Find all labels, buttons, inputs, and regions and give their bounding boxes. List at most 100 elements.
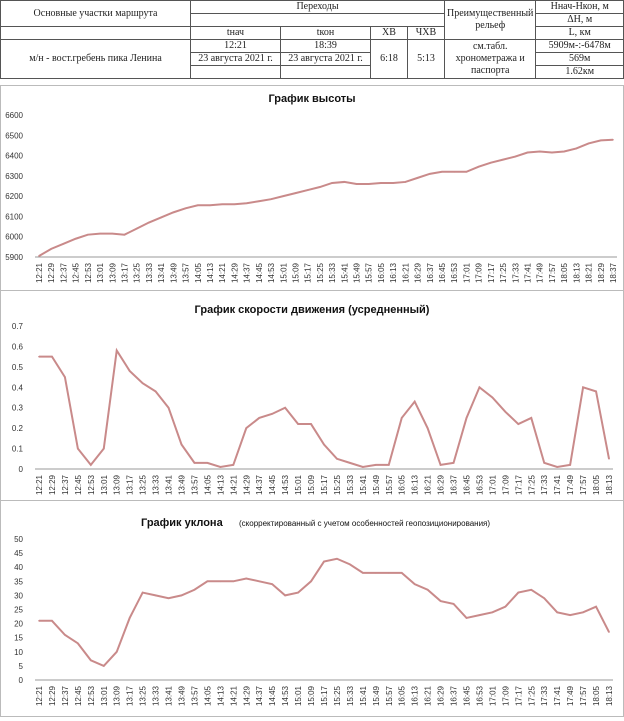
x-tick-label: 16:45 xyxy=(438,262,447,283)
data-point xyxy=(167,406,170,409)
data-point xyxy=(128,370,131,372)
x-tick-label: 14:45 xyxy=(255,262,264,283)
l-value: 1.62км xyxy=(535,65,624,79)
y-tick-label: 35 xyxy=(14,577,23,586)
x-tick-label: 17:25 xyxy=(499,262,508,283)
data-point xyxy=(206,462,209,464)
speed-chart: График скорости движения (усредненный) 0 0… xyxy=(12,304,614,495)
x-tick-label: 13:09 xyxy=(113,685,122,706)
data-point xyxy=(111,232,114,235)
data-point xyxy=(258,200,260,203)
relief-value: см.табл. хронометража и паспорта xyxy=(443,39,537,79)
x-tick-label: 14:05 xyxy=(203,474,212,495)
x-tick-label: 17:41 xyxy=(553,474,562,495)
y-tick-label: 0.2 xyxy=(12,424,24,433)
data-point xyxy=(400,417,403,419)
data-point xyxy=(538,150,541,153)
data-point xyxy=(612,138,614,141)
x-tick-label: 14:53 xyxy=(281,474,290,495)
data-point xyxy=(310,423,312,425)
x-tick-label: 13:25 xyxy=(139,474,148,495)
data-point xyxy=(569,614,571,616)
chart-title: График уклона xyxy=(141,517,224,529)
x-tick-label: 14:37 xyxy=(243,262,252,283)
data-point xyxy=(530,588,533,591)
x-tick-label: 17:33 xyxy=(511,262,520,283)
x-tick-label: 17:17 xyxy=(514,685,523,706)
data-line xyxy=(38,138,614,257)
x-tick-label: 17:25 xyxy=(527,685,536,706)
y-tick-label: 6500 xyxy=(5,131,23,140)
x-tick-label: 13:01 xyxy=(100,685,109,706)
data-point xyxy=(115,651,118,653)
x-tick-label: 16:37 xyxy=(450,685,459,706)
data-point xyxy=(62,243,65,245)
data-point xyxy=(245,202,248,205)
x-tick-label: 16:05 xyxy=(398,685,407,706)
data-point xyxy=(306,189,309,191)
data-point xyxy=(74,237,77,240)
data-point xyxy=(319,186,321,188)
speed-chart-panel: График скорости движения (усредненный) 0 0… xyxy=(0,290,624,501)
x-tick-label: 16:21 xyxy=(424,685,433,706)
x-tick-label: 18:05 xyxy=(592,685,601,706)
y-tick-label: 50 xyxy=(14,535,23,544)
chxv-value: 5:13 xyxy=(407,39,445,79)
start-date: 23 августа 2021 г. xyxy=(190,52,281,66)
data-point xyxy=(526,151,529,154)
x-tick-label: 17:17 xyxy=(514,474,523,495)
x-tick-label: 14:37 xyxy=(255,474,264,495)
altitude-chart: График высоты 5900 6000 6100 6200 6300 6400 650… xyxy=(5,93,618,283)
x-tick-label: 12:53 xyxy=(87,685,96,706)
x-tick-label: 13:57 xyxy=(190,474,199,495)
data-point xyxy=(128,617,131,619)
x-tick-label: 13:41 xyxy=(165,474,174,495)
data-point xyxy=(367,183,370,185)
data-point xyxy=(232,464,235,466)
x-tick-label: 16:45 xyxy=(463,474,472,495)
data-point xyxy=(38,355,40,358)
x-tick-label: 17:01 xyxy=(488,685,497,706)
data-point xyxy=(294,192,297,194)
data-point xyxy=(180,443,183,446)
data-point xyxy=(491,396,494,399)
y-tick-label: 0 xyxy=(19,676,24,685)
data-point xyxy=(64,376,66,378)
h-value: 5909м-:-6478м xyxy=(535,39,624,53)
x-tick-label: 16:53 xyxy=(475,685,484,706)
x-tick-label: 18:13 xyxy=(605,474,614,495)
x-tick-label: 14:53 xyxy=(281,685,290,706)
x-tick-label: 17:49 xyxy=(536,262,545,283)
x-tick-label: 17:57 xyxy=(579,685,588,706)
data-point xyxy=(90,464,92,466)
x-tick-label: 18:05 xyxy=(560,262,569,283)
y-tick-label: 0.3 xyxy=(12,404,24,413)
data-point xyxy=(392,182,394,184)
x-tick-label: 14:13 xyxy=(216,685,225,706)
data-point xyxy=(284,406,286,409)
y-tick-label: 45 xyxy=(14,549,23,558)
data-point xyxy=(426,427,429,429)
data-point xyxy=(282,195,285,197)
x-tick-label: 17:57 xyxy=(579,474,588,495)
y-tick-label: 5900 xyxy=(5,253,23,262)
end-date: 23 августа 2021 г. xyxy=(280,52,371,66)
data-point xyxy=(608,457,610,460)
slope-chart: График уклона (скорректированный с учетом… xyxy=(14,517,614,706)
data-point xyxy=(336,457,338,460)
x-tick-label: 17:01 xyxy=(462,262,471,283)
x-tick-label: 12:21 xyxy=(35,685,44,706)
x-tick-label: 16:53 xyxy=(450,262,459,283)
x-tick-label: 13:49 xyxy=(169,262,178,283)
x-tick-label: 14:21 xyxy=(218,262,227,283)
x-tick-label: 18:13 xyxy=(605,685,614,706)
data-point xyxy=(233,203,236,206)
data-point xyxy=(123,233,126,236)
data-point xyxy=(575,147,578,150)
y-tick-label: 6600 xyxy=(5,111,23,120)
x-tick-label: 14:21 xyxy=(229,685,238,706)
data-point xyxy=(582,611,584,614)
header-relief: Преимущественный рельеф xyxy=(443,0,537,40)
data-point xyxy=(556,611,558,614)
data-point xyxy=(38,619,40,622)
